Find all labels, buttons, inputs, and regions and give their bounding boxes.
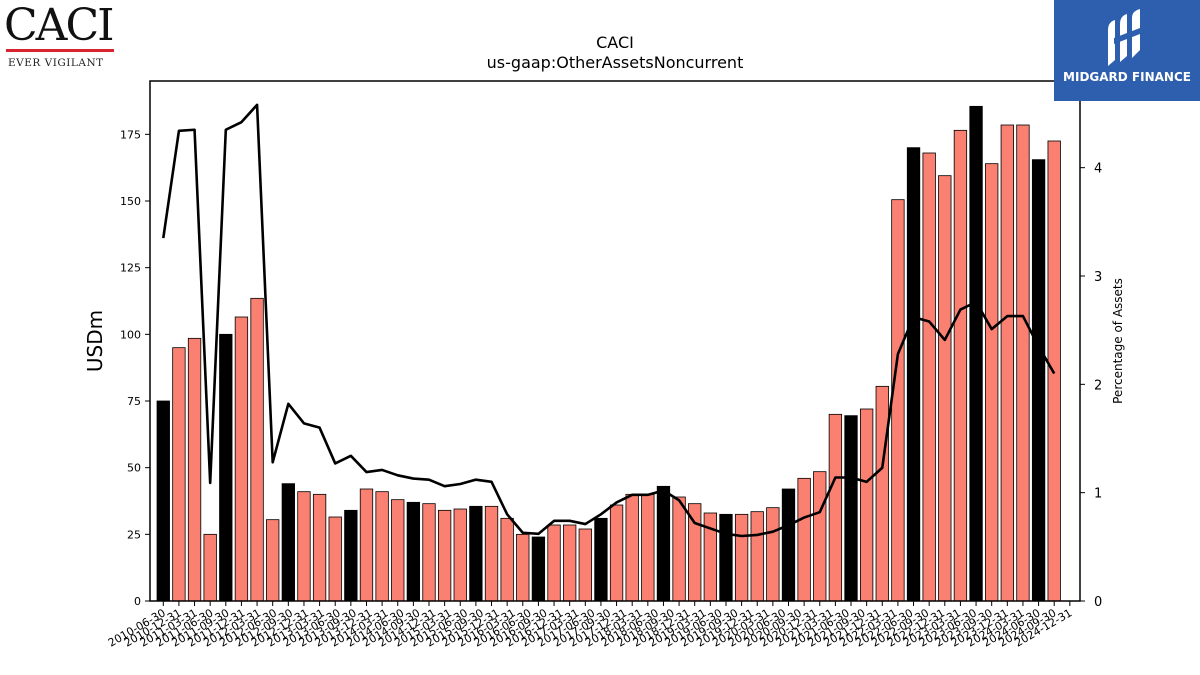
y-tick-label: 0: [134, 595, 141, 608]
y2-tick-label: 1: [1094, 487, 1102, 502]
bar-2010-12-31: [187, 337, 202, 602]
bar-2016-03-31: [516, 533, 530, 602]
y-tick-label: 100: [120, 328, 141, 341]
bar-2012-06-30: [281, 483, 295, 602]
bar-2013-12-31: [375, 491, 389, 602]
bar-2013-09-30: [359, 488, 374, 602]
bar-2016-12-31: [563, 524, 577, 602]
y-tick-label: 75: [127, 395, 141, 408]
bar-2021-06-30: [844, 415, 858, 602]
midgard-logo-text: MIDGARD FINANCE: [1063, 70, 1191, 84]
y2-tick-label: 2: [1094, 378, 1102, 393]
y-tick-label: 150: [120, 195, 141, 208]
bar-2018-03-31: [641, 493, 655, 602]
y2-tick-label: 0: [1094, 595, 1102, 610]
bar-2021-12-31: [875, 385, 889, 602]
caci-logo-wordmark: CACI: [4, 0, 114, 51]
bar-2017-03-31: [578, 528, 592, 602]
bar-2023-03-31: [953, 129, 968, 602]
bar-2012-12-31: [312, 493, 327, 602]
bar-2015-06-30: [469, 505, 483, 602]
y-tick-label: 50: [127, 462, 141, 475]
bar-2014-12-31: [437, 509, 452, 602]
bar-2023-06-30: [969, 105, 983, 602]
line-series: [162, 103, 1056, 538]
bar-2020-09-30: [797, 477, 811, 602]
bar-2012-09-30: [297, 491, 311, 602]
bar-2014-06-30: [406, 501, 421, 602]
y-tick-label: 25: [127, 528, 141, 541]
bar-2016-06-30: [531, 536, 546, 602]
bar-2017-09-30: [609, 504, 624, 602]
bar-2011-03-31: [203, 533, 217, 602]
caci-logo: CACI EVER VIGILANT: [4, 0, 114, 70]
bar-2024-06-30: [1031, 159, 1046, 602]
bar-2017-06-30: [594, 517, 608, 602]
midgard-finance-logo: MIDGARD FINANCE: [1054, 0, 1200, 101]
bar-2015-09-30: [484, 505, 499, 602]
axes: 0255075100125150175012342010-06-302010-1…: [106, 80, 1102, 650]
bar-2019-06-30: [719, 513, 733, 602]
chart-subtitle: us-gaap:OtherAssetsNoncurrent: [487, 53, 744, 72]
bar-2011-06-30: [219, 333, 233, 602]
y-tick-label: 175: [120, 128, 141, 141]
caci-logo-rule: [6, 49, 114, 52]
bar-2022-03-31: [891, 199, 905, 602]
caci-logo-tagline: EVER VIGILANT: [8, 57, 104, 69]
bar-2012-03-31: [266, 519, 280, 602]
bar-2010-06-30: [156, 400, 170, 602]
bar-2013-03-31: [328, 516, 342, 602]
bar-2011-09-30: [234, 316, 249, 602]
bar-2022-09-30: [922, 152, 936, 602]
bar-2014-03-31: [391, 499, 405, 602]
y2-tick-label: 4: [1094, 162, 1102, 177]
bar-2010-09-30: [172, 347, 186, 602]
chart-title: CACI: [596, 33, 634, 52]
y-tick-label: 125: [120, 262, 141, 275]
bar-2024-03-31: [1016, 124, 1030, 602]
bar-2018-06-30: [656, 485, 671, 602]
bar-2021-03-31: [828, 413, 843, 602]
bar-2020-03-31: [766, 507, 780, 602]
bar-2014-09-30: [422, 503, 436, 602]
bar-2016-09-30: [547, 524, 561, 602]
bar-2021-09-30: [859, 408, 874, 602]
bar-2017-12-31: [625, 493, 639, 602]
bar-2023-09-30: [985, 163, 999, 602]
plot-frame: [149, 80, 1081, 602]
y2-tick-label: 3: [1094, 270, 1102, 285]
bar-2015-12-31: [500, 517, 514, 602]
percentage-line: [162, 103, 1056, 538]
bar-2013-06-30: [344, 509, 358, 602]
bar-2019-09-30: [734, 513, 749, 602]
y-axis-label: USDm: [83, 310, 107, 372]
bar-series: [156, 105, 1061, 602]
y2-axis-label: Percentage of Assets: [1111, 278, 1125, 404]
bar-2011-12-31: [250, 297, 264, 602]
bar-2019-12-31: [750, 511, 764, 602]
bar-2018-09-30: [672, 496, 686, 602]
midgard-logo-icon: [1108, 9, 1140, 66]
bar-2022-06-30: [906, 147, 921, 602]
bar-2023-12-31: [1000, 124, 1014, 602]
bar-2020-06-30: [781, 488, 796, 602]
bar-2015-03-31: [453, 508, 467, 602]
bar-2022-12-31: [938, 175, 952, 602]
bar-2020-12-31: [813, 471, 827, 602]
